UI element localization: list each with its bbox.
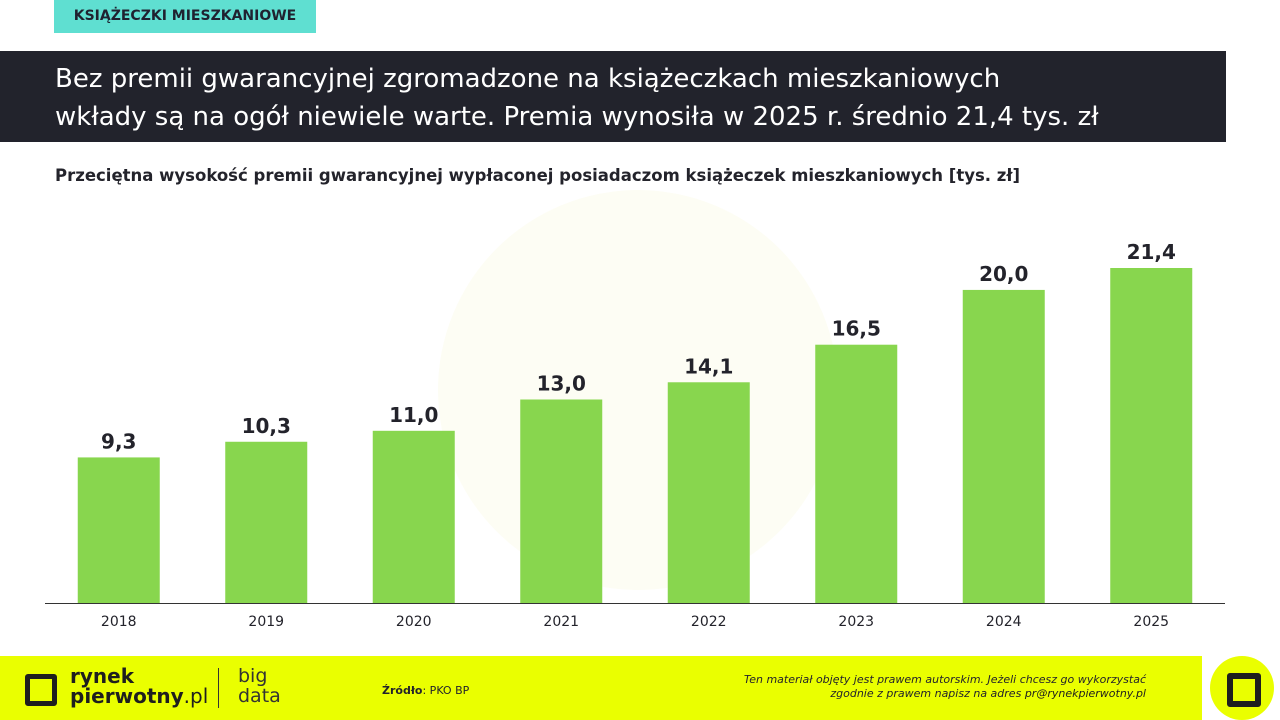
x-tick-label: 2019 (248, 614, 284, 630)
bar-2020 (372, 430, 455, 603)
x-tick-label: 2024 (986, 614, 1022, 630)
corner-logo (1210, 656, 1274, 720)
data-label: 21,4 (1127, 240, 1176, 264)
x-tick-label: 2020 (396, 614, 432, 630)
x-tick-label: 2025 (1133, 614, 1169, 630)
x-tick-label: 2022 (691, 614, 727, 630)
category-tag: KSIĄŻECZKI MIESZKANIOWE (54, 0, 316, 33)
source-note: Źródło: PKO BP (382, 684, 470, 697)
bar-2018 (77, 457, 160, 603)
x-tick-label: 2021 (543, 614, 579, 630)
brand-logo-icon (25, 674, 57, 706)
data-label: 16,5 (832, 317, 881, 341)
x-tick-label: 2018 (101, 614, 137, 630)
brand-logo: rynek pierwotny.pl (70, 664, 209, 708)
watermark-logo (438, 190, 838, 590)
headline-banner: Bez premii gwarancyjnej zgromadzone na k… (0, 51, 1226, 142)
bar-2021 (520, 399, 603, 603)
headline-line-1: Bez premii gwarancyjnej zgromadzone na k… (55, 64, 1001, 94)
bar-2025 (1110, 268, 1193, 603)
data-label: 9,3 (101, 429, 136, 453)
data-label: 10,3 (242, 414, 291, 438)
footer: rynek pierwotny.pl big data Źródło: PKO BP… (0, 656, 1202, 720)
data-label: 13,0 (537, 371, 586, 395)
copyright-note: Ten materiał objęty jest prawem autorski… (743, 673, 1146, 700)
bar-2022 (667, 382, 750, 603)
data-label: 20,0 (979, 262, 1028, 286)
logo-icon (1227, 673, 1261, 707)
bar-2019 (225, 441, 308, 603)
divider (218, 668, 219, 708)
data-label: 14,1 (684, 354, 733, 378)
bar-2023 (815, 344, 898, 603)
data-label: 11,0 (389, 403, 438, 427)
email-link[interactable]: pr@rynekpierwotny.pl (1024, 687, 1146, 700)
headline-line-2: wkłady są na ogół niewiele warte. Premia… (55, 102, 1099, 132)
chart-title: Przeciętna wysokość premii gwarancyjnej … (55, 166, 1021, 185)
x-tick-label: 2023 (838, 614, 874, 630)
big-data-logo: big data (238, 665, 281, 707)
bar-2024 (962, 289, 1045, 603)
